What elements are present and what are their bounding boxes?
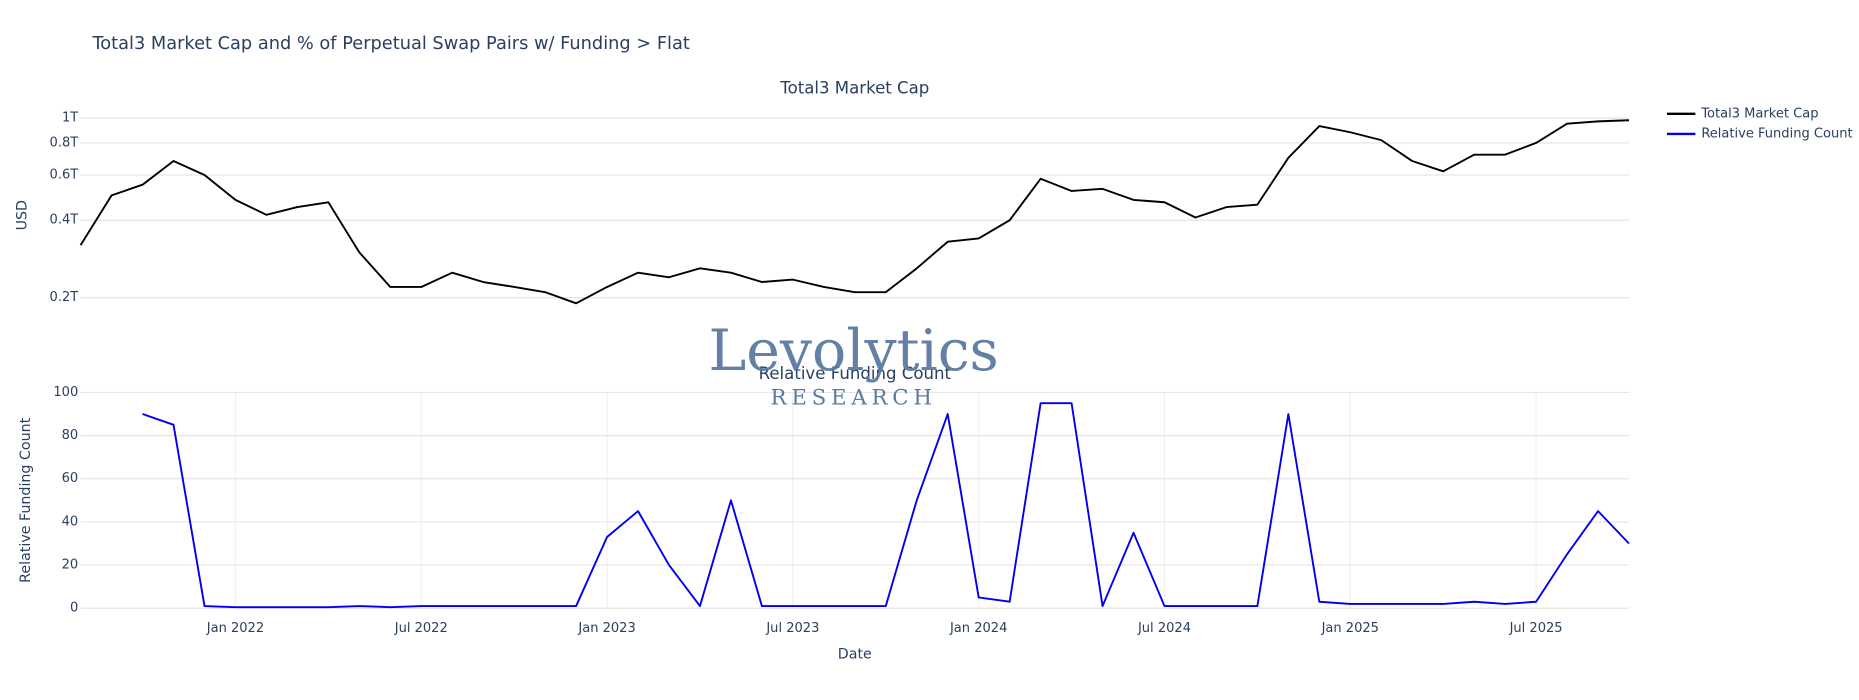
data-line [79, 119, 1630, 305]
y-tick-label: 1T [62, 110, 78, 125]
y-tick-label: 100 [53, 385, 78, 400]
y-tick-label: 0.6T [50, 167, 79, 182]
x-tick-label: Jan 2025 [1321, 621, 1379, 636]
x-tick-label: Jul 2025 [1509, 621, 1563, 636]
y-tick-label: 80 [62, 428, 79, 443]
legend-label: Total3 Market Cap [1700, 106, 1818, 121]
x-axis-title: Date [838, 646, 872, 662]
y-axis-title: USD [15, 200, 31, 230]
page-title: Total3 Market Cap and % of Perpetual Swa… [91, 33, 689, 54]
data-line [142, 402, 1630, 609]
y-axis-title: Relative Funding Count [18, 417, 34, 582]
x-tick-label: Jul 2024 [1137, 621, 1191, 636]
x-tick-label: Jul 2022 [394, 621, 448, 636]
subplot-title: Relative Funding Count [759, 364, 952, 383]
subplot-title: Total3 Market Cap [779, 78, 929, 97]
x-tick-label: Jan 2024 [949, 621, 1007, 636]
y-tick-label: 20 [62, 558, 79, 573]
watermark: Levolytics [708, 318, 998, 384]
y-tick-label: 0 [70, 601, 78, 616]
x-tick-label: Jan 2023 [577, 621, 635, 636]
legend-label: Relative Funding Count [1701, 126, 1852, 141]
y-tick-label: 60 [62, 471, 79, 486]
y-tick-label: 0.4T [50, 213, 79, 228]
watermark-subtitle: RESEARCH [771, 385, 937, 410]
y-tick-label: 0.2T [50, 290, 79, 305]
x-tick-label: Jan 2022 [206, 621, 264, 636]
y-tick-label: 40 [62, 514, 79, 529]
x-tick-label: Jul 2023 [765, 621, 819, 636]
y-tick-label: 0.8T [50, 135, 79, 150]
